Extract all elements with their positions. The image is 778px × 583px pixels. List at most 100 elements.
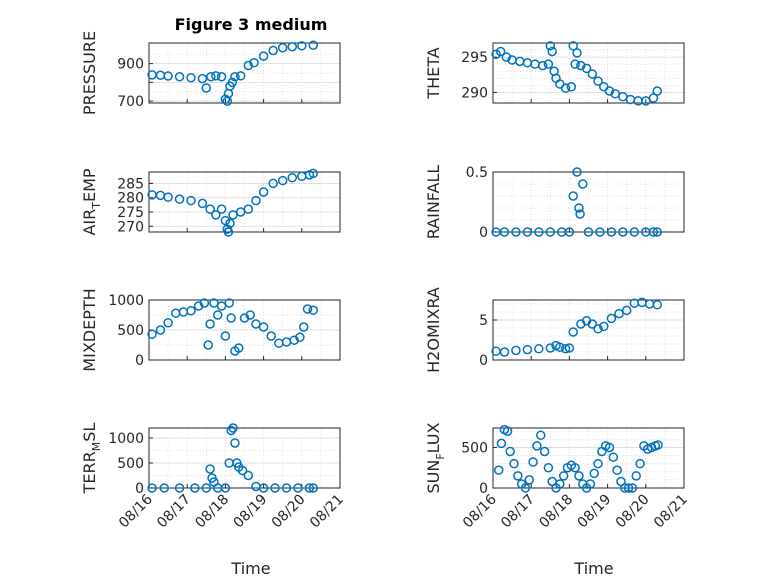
data-point <box>618 227 628 237</box>
data-point <box>509 458 519 469</box>
data-point <box>595 227 605 237</box>
x-tick-label: 08/20 <box>613 492 653 532</box>
y-tick-label: 500 <box>461 440 488 456</box>
data-point <box>570 59 580 69</box>
data-point <box>501 52 512 62</box>
data-point <box>235 71 246 81</box>
y-axis-label-6: H2OMIXRA <box>424 287 443 373</box>
y-tick-label: 290 <box>461 85 488 101</box>
data-point <box>545 343 556 353</box>
data-point <box>287 172 297 183</box>
data-point <box>206 72 216 82</box>
data-point <box>163 192 173 202</box>
data-point <box>652 227 663 237</box>
data-point <box>570 462 580 473</box>
data-point <box>227 77 238 88</box>
data-point <box>648 227 659 237</box>
y-axis-label-sub-8: F <box>434 453 447 459</box>
data-point <box>653 440 663 450</box>
data-point <box>205 464 215 474</box>
y-tick-label: 0 <box>135 481 144 497</box>
data-point <box>308 305 319 315</box>
y-axis-label-2: THETA <box>424 47 443 99</box>
data-point <box>568 191 578 201</box>
y-tick-label: 5 <box>479 313 488 329</box>
data-point <box>560 83 571 93</box>
data-point <box>190 483 200 493</box>
data-point <box>564 227 575 237</box>
y-tick-label: 275 <box>117 205 144 221</box>
data-point <box>505 446 515 457</box>
data-point <box>652 300 663 310</box>
y-axis-label-rest-8: LUX <box>424 422 443 453</box>
data-point <box>537 60 548 71</box>
data-point <box>155 190 166 201</box>
data-point <box>186 72 196 83</box>
x-tick-label: 08/16 <box>460 491 500 531</box>
y-tick-label: 285 <box>117 176 144 192</box>
data-point <box>555 479 565 489</box>
data-point <box>223 227 234 237</box>
y-axis-label-main-8: SUN <box>424 460 443 494</box>
data-point <box>203 340 213 350</box>
data-point <box>608 452 619 462</box>
data-point <box>633 96 643 106</box>
y-tick-label: 900 <box>117 57 144 73</box>
x-tick-label: 08/18 <box>192 492 232 532</box>
data-point <box>604 442 615 453</box>
chart-panel-1: 700 900 PRESSURE <box>80 31 341 115</box>
data-point <box>287 42 297 52</box>
data-point <box>514 56 525 67</box>
data-point <box>201 83 212 93</box>
data-point <box>587 319 598 329</box>
data-point <box>543 59 554 69</box>
data-point <box>308 483 319 493</box>
y-axis-label-3: AIRTEMP <box>80 168 103 235</box>
data-point <box>295 332 305 342</box>
data-point <box>627 483 638 493</box>
axes-box <box>148 427 341 489</box>
y-tick-label: 0.5 <box>466 165 488 181</box>
data-point <box>511 227 521 237</box>
x-tick-label: 08/19 <box>575 492 615 532</box>
data-point <box>587 69 598 79</box>
data-point <box>493 465 504 475</box>
data-point <box>522 227 533 237</box>
data-point <box>216 204 227 214</box>
data-point <box>170 308 181 318</box>
data-point <box>205 319 215 329</box>
data-point <box>155 70 166 80</box>
x-tick-label: 08/16 <box>116 491 156 531</box>
data-point <box>226 425 236 436</box>
data-point <box>237 465 248 476</box>
data-point <box>225 218 235 229</box>
data-point <box>251 481 261 492</box>
data-point <box>618 91 628 102</box>
data-point <box>220 331 231 341</box>
y-axis-label-7: TERRMSL <box>80 423 103 495</box>
data-point <box>216 301 227 311</box>
data-point <box>163 318 173 328</box>
data-point <box>536 430 546 441</box>
data-point <box>230 438 240 448</box>
y-tick-label: 295 <box>461 50 488 66</box>
y-tick-label: 280 <box>117 191 144 207</box>
data-point <box>564 343 575 353</box>
data-point <box>568 41 578 51</box>
axes-box <box>492 42 685 104</box>
data-point <box>199 298 210 308</box>
data-point <box>277 175 288 186</box>
data-point <box>635 458 645 469</box>
data-point <box>197 198 208 209</box>
data-point <box>186 306 196 316</box>
x-axis-label-right: Time <box>573 559 613 578</box>
data-point <box>543 462 554 473</box>
y-tick-label: 1000 <box>108 431 144 447</box>
data-point <box>163 71 173 81</box>
data-point <box>174 194 185 204</box>
data-point <box>560 344 571 354</box>
data-point <box>304 483 315 493</box>
x-tick-label: 08/17 <box>498 492 538 532</box>
data-point <box>606 313 617 324</box>
